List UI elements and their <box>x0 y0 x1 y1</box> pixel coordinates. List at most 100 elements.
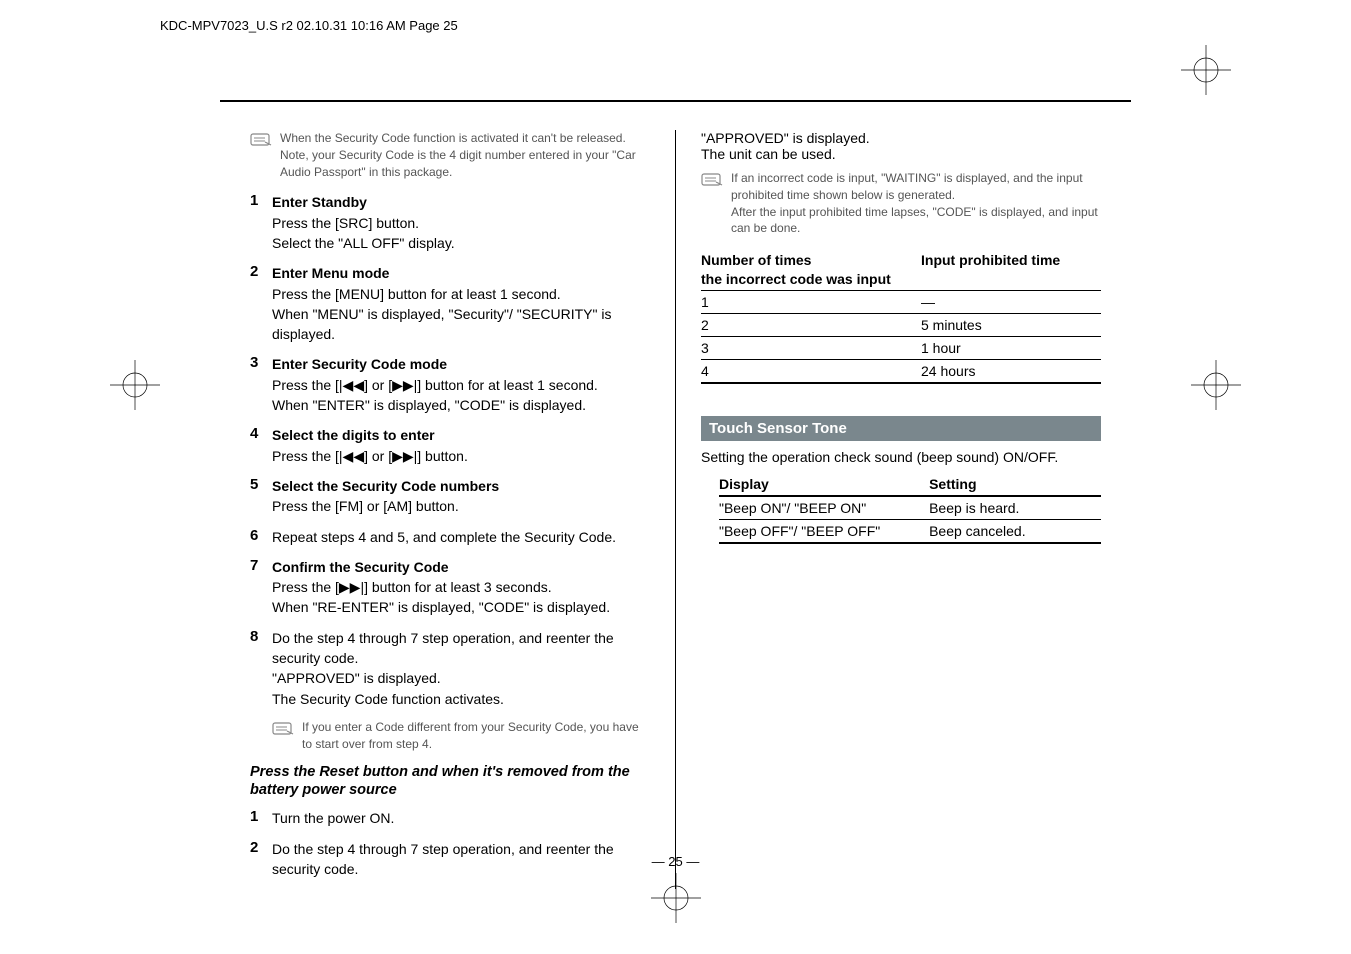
step-title: Select the digits to enter <box>272 425 650 445</box>
cell: Beep is heard. <box>929 496 1101 520</box>
step-line: "APPROVED" is displayed. <box>272 668 650 688</box>
cell: 3 <box>701 337 921 360</box>
step-body: Repeat steps 4 and 5, and complete the S… <box>272 527 650 547</box>
cell: 2 <box>701 314 921 337</box>
note-line: If an incorrect code is input, "WAITING"… <box>731 170 1101 204</box>
table-header-sub: the incorrect code was input <box>701 271 891 287</box>
step-title: Enter Standby <box>272 192 650 212</box>
cell: 1 hour <box>921 337 1101 360</box>
step-line: Repeat steps 4 and 5, and complete the S… <box>272 527 650 547</box>
step-num: 3 <box>250 354 264 371</box>
prohibited-time-table: Number of times Input prohibited time th… <box>701 249 1101 384</box>
step-body: Confirm the Security Code Press the [▶▶|… <box>272 557 650 618</box>
step-1: 1 Enter Standby Press the [SRC] button. … <box>250 192 650 253</box>
content-columns: When the Security Code function is activ… <box>235 130 1116 889</box>
step-line: Press the [FM] or [AM] button. <box>272 496 650 516</box>
note-text: When the Security Code function is activ… <box>280 130 650 180</box>
crop-mark-ml <box>110 360 160 413</box>
step-num: 2 <box>250 839 264 856</box>
step-body: Do the step 4 through 7 step operation, … <box>272 628 650 709</box>
reset-heading: Press the Reset button and when it's rem… <box>250 763 650 801</box>
note-line: After the input prohibited time lapses, … <box>731 204 1101 238</box>
cell: 24 hours <box>921 360 1101 384</box>
beep-table: Display Setting "Beep ON"/ "BEEP ON"Beep… <box>719 473 1101 544</box>
note-block-2: If you enter a Code different from your … <box>272 719 650 753</box>
step-line: Press the [▶▶|] button for at least 3 se… <box>272 577 650 597</box>
step-5: 5 Select the Security Code numbers Press… <box>250 476 650 517</box>
table-row: 25 minutes <box>701 314 1101 337</box>
top-line: The unit can be used. <box>701 146 1101 162</box>
table-header: Input prohibited time <box>921 252 1060 268</box>
step-num: 4 <box>250 425 264 442</box>
step-body: Enter Standby Press the [SRC] button. Se… <box>272 192 650 253</box>
cell: "Beep OFF"/ "BEEP OFF" <box>719 520 929 544</box>
step-title: Enter Menu mode <box>272 263 650 283</box>
step-body: Turn the power ON. <box>272 808 650 828</box>
step-body: Enter Menu mode Press the [MENU] button … <box>272 263 650 344</box>
print-header: KDC-MPV7023_U.S r2 02.10.31 10:16 AM Pag… <box>160 18 458 33</box>
step-line: When "MENU" is displayed, "Security"/ "S… <box>272 304 650 345</box>
reset-step-2: 2 Do the step 4 through 7 step operation… <box>250 839 650 880</box>
table-row: 31 hour <box>701 337 1101 360</box>
step-num: 5 <box>250 476 264 493</box>
step-6: 6 Repeat steps 4 and 5, and complete the… <box>250 527 650 547</box>
step-title: Confirm the Security Code <box>272 557 650 577</box>
step-num: 2 <box>250 263 264 280</box>
step-line: Press the [MENU] button for at least 1 s… <box>272 284 650 304</box>
step-num: 7 <box>250 557 264 574</box>
cell: ― <box>921 291 1101 314</box>
step-num: 1 <box>250 192 264 209</box>
step-line: Press the [|◀◀] or [▶▶|] button for at l… <box>272 375 650 395</box>
step-8: 8 Do the step 4 through 7 step operation… <box>250 628 650 709</box>
step-line: The Security Code function activates. <box>272 689 650 709</box>
step-2: 2 Enter Menu mode Press the [MENU] butto… <box>250 263 650 344</box>
section-bar-touch-sensor: Touch Sensor Tone <box>701 416 1101 441</box>
cell: "Beep ON"/ "BEEP ON" <box>719 496 929 520</box>
step-line: Press the [SRC] button. <box>272 213 650 233</box>
left-column: When the Security Code function is activ… <box>235 130 676 889</box>
cell: Beep canceled. <box>929 520 1101 544</box>
note-block-1: When the Security Code function is activ… <box>250 130 650 180</box>
top-rule <box>220 100 1131 102</box>
cell: 4 <box>701 360 921 384</box>
note-icon <box>272 720 294 739</box>
note-block-r1: If an incorrect code is input, "WAITING"… <box>701 170 1101 237</box>
step-line: When "ENTER" is displayed, "CODE" is dis… <box>272 395 650 415</box>
note-text: If an incorrect code is input, "WAITING"… <box>731 170 1101 237</box>
step-num: 6 <box>250 527 264 544</box>
step-num: 1 <box>250 808 264 825</box>
table-row: "Beep ON"/ "BEEP ON"Beep is heard. <box>719 496 1101 520</box>
table-header: Display <box>719 476 769 492</box>
cell: 1 <box>701 291 921 314</box>
note-text: If you enter a Code different from your … <box>302 719 650 753</box>
table-header: Setting <box>929 476 976 492</box>
section-sub: Setting the operation check sound (beep … <box>701 449 1101 465</box>
reset-step-1: 1 Turn the power ON. <box>250 808 650 828</box>
step-line: Do the step 4 through 7 step operation, … <box>272 839 650 880</box>
note-icon <box>250 131 272 150</box>
step-num: 8 <box>250 628 264 645</box>
table-row: "Beep OFF"/ "BEEP OFF"Beep canceled. <box>719 520 1101 544</box>
crop-mark-tr <box>1181 45 1231 98</box>
step-title: Select the Security Code numbers <box>272 476 650 496</box>
step-7: 7 Confirm the Security Code Press the [▶… <box>250 557 650 618</box>
step-line: Turn the power ON. <box>272 808 650 828</box>
step-body: Enter Security Code mode Press the [|◀◀]… <box>272 354 650 415</box>
step-4: 4 Select the digits to enter Press the [… <box>250 425 650 466</box>
page-number: ― 25 ― <box>652 854 700 869</box>
cell: 5 minutes <box>921 314 1101 337</box>
right-column: "APPROVED" is displayed. The unit can be… <box>676 130 1116 889</box>
table-row: 1― <box>701 291 1101 314</box>
step-title: Enter Security Code mode <box>272 354 650 374</box>
step-body: Do the step 4 through 7 step operation, … <box>272 839 650 880</box>
step-line: When "RE-ENTER" is displayed, "CODE" is … <box>272 597 650 617</box>
step-body: Select the Security Code numbers Press t… <box>272 476 650 517</box>
table-row: 424 hours <box>701 360 1101 384</box>
crop-mark-mr <box>1191 360 1241 413</box>
step-line: Do the step 4 through 7 step operation, … <box>272 628 650 669</box>
step-line: Press the [|◀◀] or [▶▶|] button. <box>272 446 650 466</box>
step-3: 3 Enter Security Code mode Press the [|◀… <box>250 354 650 415</box>
table-header: Number of times <box>701 252 811 268</box>
step-line: Select the "ALL OFF" display. <box>272 233 650 253</box>
step-body: Select the digits to enter Press the [|◀… <box>272 425 650 466</box>
